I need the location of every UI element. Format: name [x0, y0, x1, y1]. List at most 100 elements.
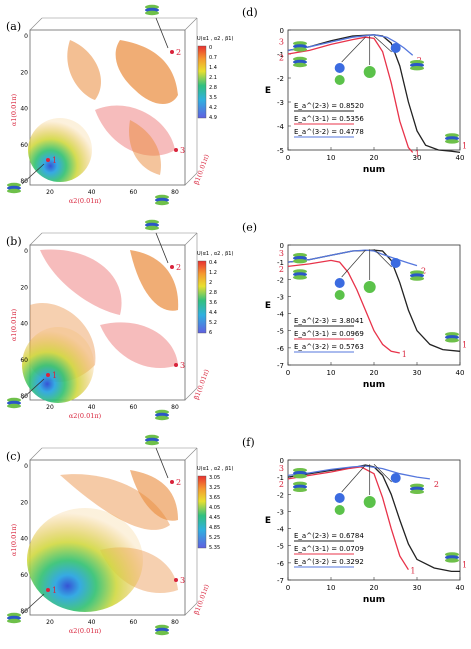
- x-tick-label: 10: [327, 584, 336, 592]
- colorbar-scale: [197, 475, 207, 549]
- x-axis-label: num: [363, 165, 385, 175]
- intermediate-sphere: [334, 63, 345, 73]
- colorbar-scale: [197, 260, 207, 334]
- endpoint-label: 3: [279, 249, 284, 258]
- y-tick-label: -2: [277, 276, 284, 284]
- colorbar-tick: 3.65: [209, 495, 220, 501]
- pointer-arrow: [21, 593, 45, 615]
- y-tick-label: -4: [277, 123, 285, 131]
- molecule-layer: [145, 10, 159, 16]
- colorbar-tick: 2.1: [209, 75, 217, 81]
- molecule-layer: [155, 415, 169, 421]
- x-axis-label: num: [363, 380, 385, 390]
- endpoint-label: 1: [462, 560, 467, 569]
- pointer-arrow: [373, 35, 392, 53]
- x-tick-label: 40: [88, 404, 96, 411]
- pointer-arrow: [21, 163, 45, 185]
- intermediate-sphere: [334, 278, 345, 288]
- legend-entry: E_a^(2-3) = 0.6784: [294, 532, 364, 540]
- cube-edge: [29, 447, 43, 461]
- pointer-arrow: [341, 36, 366, 63]
- cube-edge: [29, 17, 43, 31]
- colorbar-title: U(α1 , α2 , β1): [197, 251, 233, 257]
- endpoint-label: 1: [462, 141, 467, 150]
- x-tick-label: 80: [171, 619, 179, 626]
- colorbar: U(α1 , α2 , β1) 0 0.7 1.4 2.1 2.8 3.5 4.2 4.9: [197, 36, 233, 121]
- x-axis-label: α2(0.01π): [69, 627, 102, 635]
- y-tick-label: 60: [20, 357, 28, 364]
- x-tick-label: 20: [370, 584, 379, 592]
- molecule-layer: [445, 139, 459, 144]
- molecule-icon: [293, 56, 307, 68]
- colorbar-tick: 4.4: [209, 310, 217, 316]
- x-tick-label: 40: [456, 369, 465, 377]
- molecule-icon: [293, 467, 307, 479]
- minimum-point: [174, 363, 178, 367]
- y-tick-label: 40: [20, 106, 28, 113]
- minimum-point: [46, 588, 50, 592]
- y-tick-label: 20: [20, 499, 28, 506]
- panel-d-energy-chart: (d)0-1-2-3-4-5010203040numE11223E_a^(2-3…: [242, 6, 467, 175]
- molecule-layer: [293, 47, 307, 52]
- legend: E_a^(2-3) = 3.8041 E_a^(3-1) = 0.0969 E_a^…: [294, 317, 364, 353]
- x-tick-label: 60: [130, 404, 138, 411]
- molecule-icon: [293, 41, 307, 52]
- panel-label: (e): [242, 221, 257, 234]
- colorbar-tick: 0.4: [209, 260, 217, 266]
- legend-entry: E_a^(3-1) = 0.5356: [294, 115, 364, 123]
- cube-edge: [184, 17, 198, 31]
- molecule-icon: [155, 409, 169, 421]
- molecule-layer: [293, 275, 307, 280]
- x-tick-label: 80: [171, 404, 179, 411]
- endpoint-label: 2: [279, 265, 284, 274]
- x-tick-label: 80: [171, 189, 179, 196]
- molecule-icon: [145, 434, 159, 446]
- y-tick-label: 0: [24, 248, 28, 255]
- endpoint-label: 2: [279, 480, 284, 489]
- molecule-icon: [155, 194, 169, 206]
- isosurface-lobe: [130, 250, 179, 311]
- cube-front-face: [29, 244, 186, 401]
- colorbar-tick: 6: [209, 330, 212, 336]
- panel-b-3d-plot: (b)02040608020406080α2(0.01π)α1(0.01π)β1…: [6, 219, 233, 421]
- molecule-layer: [145, 440, 159, 446]
- molecule-layer: [7, 188, 21, 194]
- molecule-icon: [445, 332, 459, 343]
- y-tick-label: -3: [277, 508, 284, 516]
- molecule-layer: [145, 225, 159, 231]
- minimum-point-label: 3: [180, 576, 185, 585]
- y-tick-label: -3: [277, 99, 284, 107]
- y-tick-label: 20: [20, 284, 28, 291]
- energy-well: [22, 327, 94, 403]
- endpoint-label: 3: [279, 464, 284, 473]
- pointer-arrow: [373, 464, 392, 483]
- panel-e-energy-chart: (e)0-1-2-3-4-5-6-70 10 20 30 40numE11223E_a^…: [242, 221, 467, 390]
- colorbar-tick: 2.8: [209, 290, 217, 296]
- molecule-layer: [155, 630, 169, 636]
- minimum-point-label: 3: [180, 361, 185, 370]
- legend: E_a^(2-3) = 0.6784 E_a^(3-1) = 0.0709 E_a^…: [294, 532, 364, 568]
- minimum-point: [46, 373, 50, 377]
- minimum-point-label: 3: [180, 146, 185, 155]
- x-tick-label: 60: [130, 619, 138, 626]
- molecule-icon: [445, 552, 459, 563]
- molecule-layer: [410, 489, 424, 495]
- molecule-icon: [293, 481, 307, 493]
- y-tick-label: -4: [277, 311, 285, 319]
- series-line-red: [287, 259, 400, 354]
- x-tick-label: 20: [370, 369, 379, 377]
- legend: E_a^(2-3) = 0.8520 E_a^(3-1) = 0.5356 E_a^…: [294, 102, 364, 138]
- molecule-icon: [7, 397, 21, 409]
- cube-edge: [184, 232, 198, 246]
- colorbar-tick: 3.6: [209, 300, 217, 306]
- x-tick-label: 10: [327, 369, 336, 377]
- pointer-arrow: [373, 249, 392, 268]
- energy-well: [28, 118, 92, 182]
- legend-entry: E_a^(3-1) = 0.0709: [294, 545, 364, 553]
- cube-edge: [184, 387, 198, 401]
- series-line-black: [287, 34, 461, 154]
- isosurface-lobe: [129, 120, 161, 175]
- cube-edge: [184, 447, 198, 461]
- isosurface-group: [28, 40, 178, 182]
- intermediate-sphere: [363, 66, 376, 78]
